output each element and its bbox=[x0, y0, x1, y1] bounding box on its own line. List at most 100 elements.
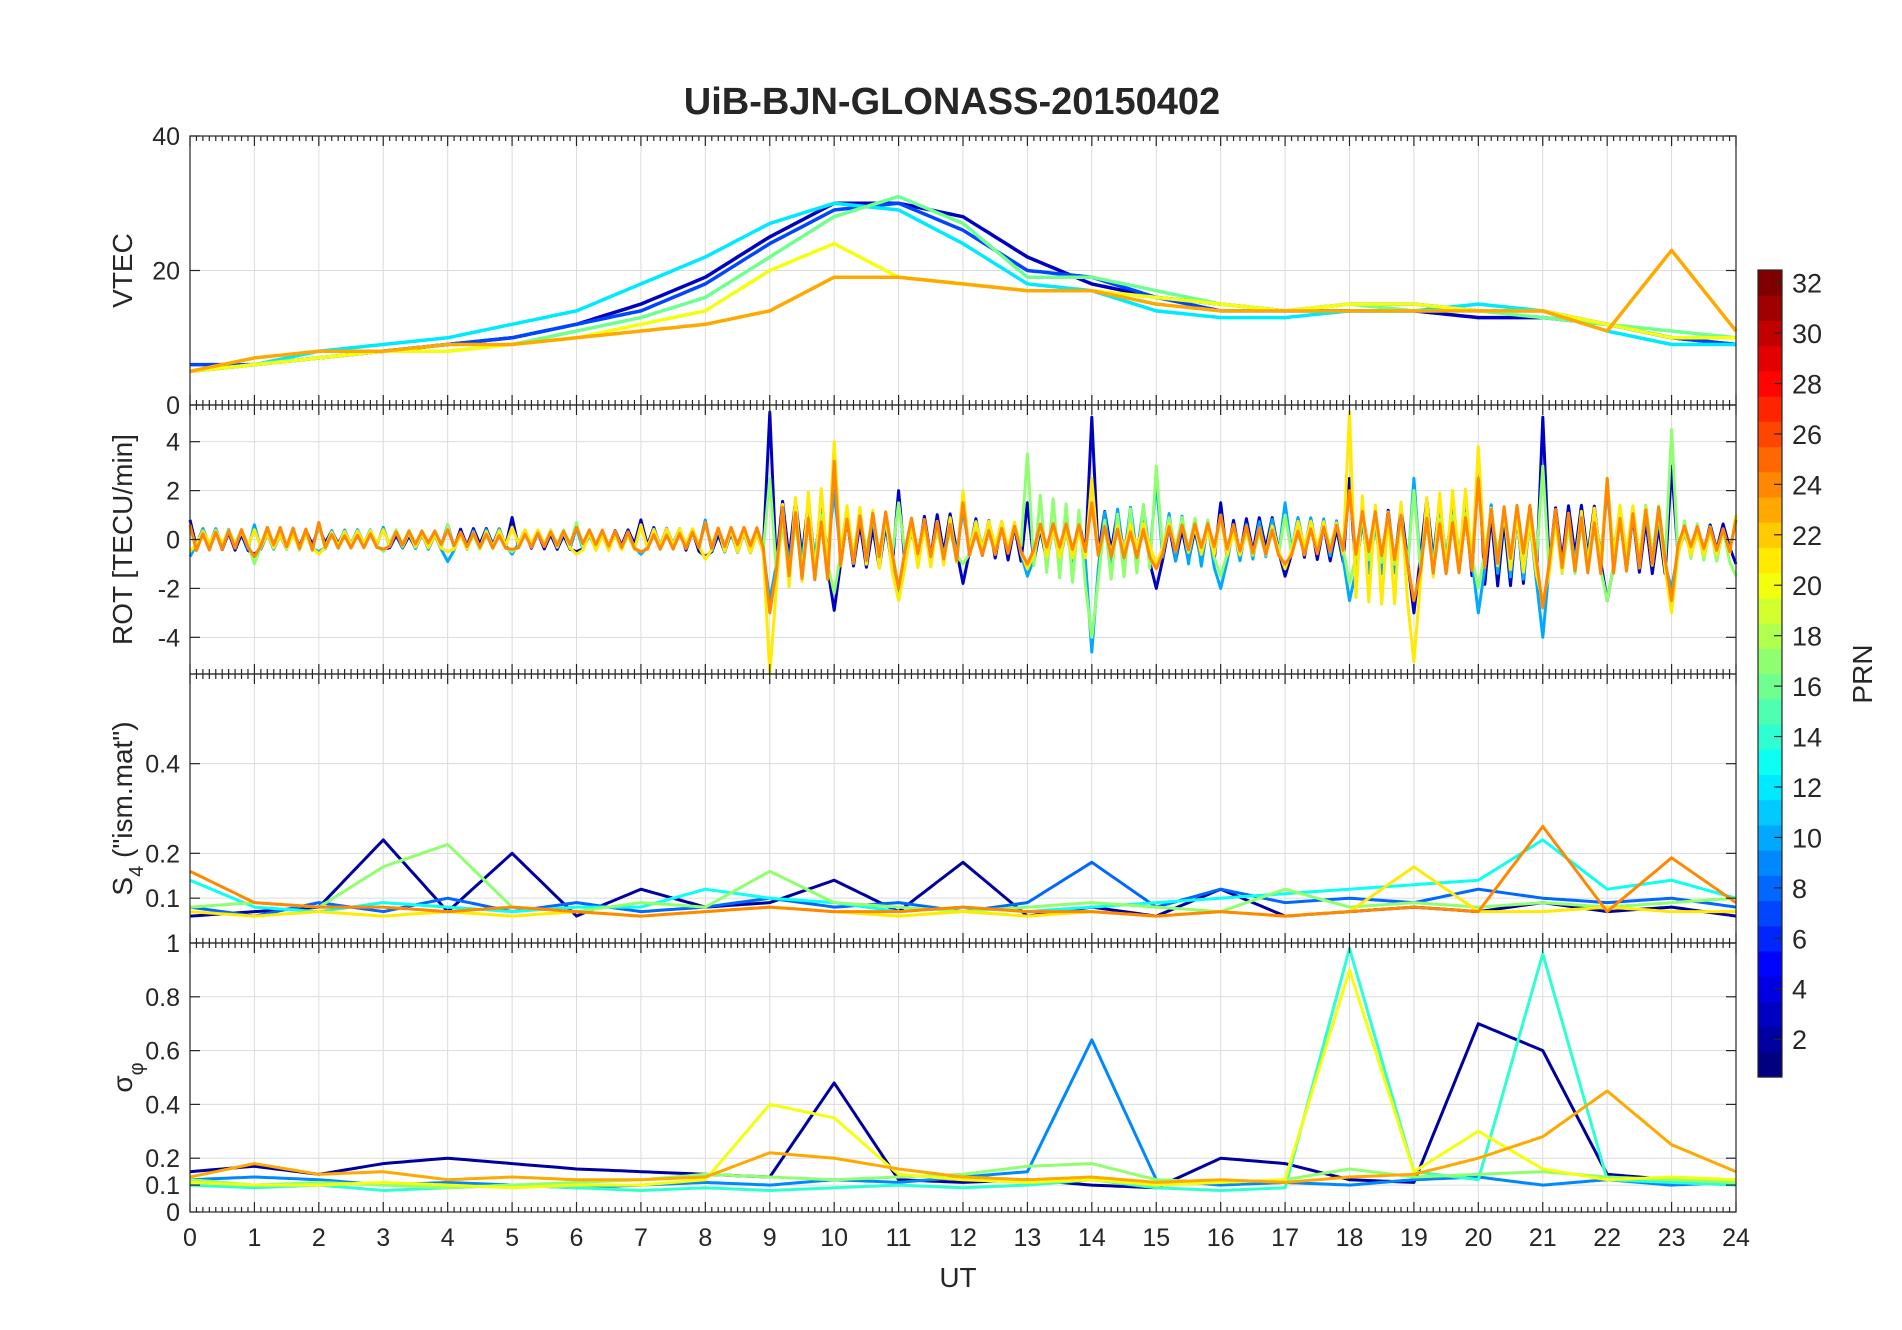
y-tick-label: 0 bbox=[166, 527, 180, 555]
x-tick-label: 8 bbox=[698, 1224, 712, 1252]
y-tick-label: -4 bbox=[158, 624, 180, 652]
colorbar-tick-label: 30 bbox=[1792, 319, 1822, 349]
x-tick-label: 11 bbox=[886, 1224, 912, 1252]
colorbar-segment-prn-7 bbox=[1758, 900, 1782, 927]
x-tick-label: 7 bbox=[634, 1224, 648, 1252]
colorbar-segment-prn-27 bbox=[1758, 396, 1782, 422]
colorbar-tick-label: 26 bbox=[1792, 420, 1822, 450]
x-tick-label: 6 bbox=[570, 1224, 584, 1252]
y-tick-label: 1 bbox=[166, 930, 180, 958]
y-axis-label: VTEC bbox=[107, 233, 138, 308]
colorbar-segment-prn-31 bbox=[1758, 295, 1782, 322]
y-tick-label: 0 bbox=[166, 392, 180, 420]
x-tick-label: 22 bbox=[1593, 1224, 1621, 1252]
panel-s4: 0.1 0.2 0.4S4 ("ism.mat") bbox=[107, 673, 1737, 944]
y-tick-label: 0 bbox=[166, 1199, 180, 1227]
series-line-prn-17 bbox=[189, 1162, 1737, 1190]
series-line-prn-17 bbox=[188, 428, 1738, 639]
series-line-prn-23 bbox=[189, 1089, 1737, 1184]
x-tick-label: 23 bbox=[1658, 1224, 1686, 1252]
x-tick-label: 16 bbox=[1207, 1224, 1235, 1252]
figure-title: UiB-BJN-GLONASS-20150402 bbox=[684, 81, 1220, 123]
x-tick-label: 3 bbox=[376, 1224, 390, 1252]
colorbar-tick-label: 2 bbox=[1792, 1025, 1807, 1055]
x-tick-label: 18 bbox=[1336, 1224, 1364, 1252]
colorbar-tick-label: 18 bbox=[1792, 622, 1822, 652]
y-tick-label: 40 bbox=[152, 123, 180, 151]
colorbar-tick-label: 6 bbox=[1792, 924, 1807, 954]
colorbar-segment-prn-11 bbox=[1758, 799, 1782, 826]
colorbar-segment-prn-29 bbox=[1758, 345, 1782, 372]
colorbar-segment-prn-5 bbox=[1758, 950, 1782, 977]
colorbar-tick-label: 16 bbox=[1792, 672, 1822, 702]
x-tick-label: 10 bbox=[820, 1224, 848, 1252]
series-line-prn-2 bbox=[189, 1022, 1737, 1190]
y-axis-label: S4 ("ism.mat") bbox=[107, 721, 148, 895]
colorbar-segment-prn-1 bbox=[1758, 1051, 1782, 1078]
panel-rot: -4 -2 0 2 4 ROT [TECU/min] bbox=[107, 404, 1738, 676]
colorbar-segment-prn-9 bbox=[1758, 850, 1782, 876]
x-tick-label: 19 bbox=[1400, 1224, 1428, 1252]
y-tick-label: 0.1 bbox=[145, 885, 180, 913]
x-tick-label: 1 bbox=[247, 1224, 261, 1252]
series-line-prn-21 bbox=[188, 410, 1738, 676]
series-line-prn-20 bbox=[189, 968, 1737, 1190]
x-tick-label: 13 bbox=[1014, 1224, 1042, 1252]
x-tick-label: 5 bbox=[505, 1224, 519, 1252]
colorbar-segment-prn-25 bbox=[1758, 446, 1782, 473]
y-axis-label: σφ bbox=[107, 1062, 148, 1092]
colorbar-segment-prn-17 bbox=[1758, 648, 1782, 675]
colorbar-tick-label: 8 bbox=[1792, 874, 1807, 904]
y-tick-label: 2 bbox=[166, 478, 180, 506]
series-line-prn-24 bbox=[188, 459, 1738, 615]
x-tick-label: 20 bbox=[1464, 1224, 1492, 1252]
x-tick-label: 2 bbox=[312, 1224, 326, 1252]
colorbar-tick-label: 14 bbox=[1792, 723, 1822, 753]
y-axis-label: ROT [TECU/min] bbox=[107, 434, 138, 645]
colorbar-tick-label: 10 bbox=[1792, 823, 1822, 853]
y-tick-label: 0.4 bbox=[145, 751, 180, 779]
colorbar-segment-prn-13 bbox=[1758, 749, 1782, 775]
colorbar-tick-label: 28 bbox=[1792, 369, 1822, 399]
x-tick-label: 12 bbox=[949, 1224, 977, 1252]
colorbar-segment-prn-19 bbox=[1758, 597, 1782, 624]
y-tick-label: 0.2 bbox=[145, 840, 180, 868]
x-tick-label: 4 bbox=[441, 1224, 455, 1252]
colorbar-segment-prn-15 bbox=[1758, 698, 1782, 725]
colorbar-tick-label: 24 bbox=[1792, 470, 1822, 500]
panel-vtec: 0 20 40 VTEC bbox=[107, 123, 1738, 420]
y-tick-label: 20 bbox=[152, 258, 180, 286]
x-tick-label: 15 bbox=[1142, 1224, 1170, 1252]
y-tick-label: 0.4 bbox=[145, 1091, 180, 1119]
y-tick-label: 0.8 bbox=[145, 984, 180, 1012]
x-tick-label: 21 bbox=[1529, 1224, 1557, 1252]
y-tick-label: -2 bbox=[158, 575, 180, 603]
colorbar-frame bbox=[1757, 269, 1783, 1078]
x-tick-label: 9 bbox=[763, 1224, 777, 1252]
colorbar-tick-label: 22 bbox=[1792, 521, 1822, 551]
x-tick-label: 14 bbox=[1078, 1224, 1106, 1252]
series-line-prn-12 bbox=[189, 201, 1736, 374]
colorbar-segment-prn-3 bbox=[1758, 1001, 1782, 1028]
colorbar-tick-label: 4 bbox=[1792, 975, 1807, 1005]
colorbar-tick-label: 32 bbox=[1792, 269, 1822, 299]
series-line-prn-23 bbox=[189, 248, 1738, 374]
y-tick-label: 0.6 bbox=[145, 1038, 180, 1066]
x-tick-label: 0 bbox=[183, 1224, 197, 1252]
y-tick-label: 4 bbox=[166, 429, 180, 457]
x-axis-label: UT bbox=[939, 1262, 976, 1293]
colorbar-label: PRN bbox=[1847, 644, 1878, 703]
colorbar-tick-label: 12 bbox=[1792, 773, 1822, 803]
colorbar-segment-prn-21 bbox=[1758, 547, 1782, 574]
series-line-prn-24 bbox=[189, 824, 1737, 918]
y-tick-label: 0.2 bbox=[145, 1145, 180, 1173]
x-tick-label: 24 bbox=[1722, 1224, 1750, 1252]
colorbar-segment-prn-23 bbox=[1758, 496, 1782, 523]
colorbar-tick-label: 20 bbox=[1792, 571, 1822, 601]
x-tick-label: 17 bbox=[1271, 1224, 1299, 1252]
